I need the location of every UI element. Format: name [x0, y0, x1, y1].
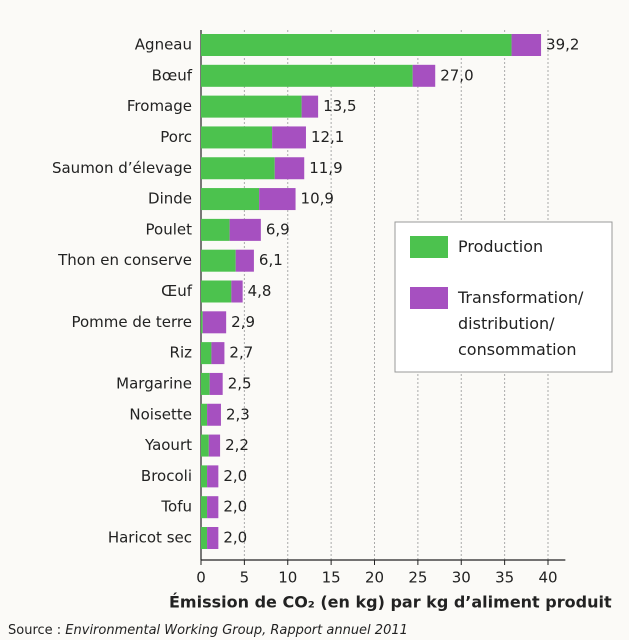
category-label: Brocoli — [141, 467, 192, 485]
x-tick-label: 30 — [452, 569, 471, 587]
category-label: Riz — [170, 344, 193, 362]
bar-segment — [201, 342, 212, 365]
bar-segment — [201, 403, 208, 426]
total-label: 6,9 — [266, 220, 290, 238]
bar-segment — [301, 95, 319, 118]
legend-swatch — [410, 236, 448, 258]
x-tick-label: 15 — [322, 569, 341, 587]
bar-segment — [272, 126, 306, 149]
bar-segment — [201, 34, 512, 56]
x-tick-label: 40 — [538, 569, 557, 587]
bar-segment — [201, 496, 208, 519]
bar-segment — [412, 64, 436, 87]
bar-segment — [201, 280, 232, 303]
x-tick-label: 10 — [278, 569, 297, 587]
x-tick-label: 35 — [495, 569, 514, 587]
category-label: Yaourt — [144, 436, 192, 454]
bar-segment — [231, 280, 243, 303]
legend-swatch — [410, 287, 448, 309]
bar-segment — [201, 465, 208, 488]
bar-segment — [201, 311, 203, 334]
bar-segment — [207, 465, 219, 488]
legend-line: Transformation/ — [457, 288, 584, 307]
bar-segment — [207, 496, 219, 519]
bar-segment — [201, 126, 273, 149]
bar-segment — [511, 34, 542, 56]
category-label: Agneau — [135, 36, 192, 54]
x-tick-label: 20 — [365, 569, 384, 587]
total-label: 2,0 — [223, 467, 247, 485]
bar-segment — [202, 311, 227, 334]
bar-segment — [208, 434, 221, 457]
category-label: Pomme de terre — [71, 313, 192, 331]
legend-line: consommation — [458, 340, 576, 359]
category-label: Thon en conserve — [57, 251, 192, 269]
category-label: Fromage — [127, 97, 192, 115]
bar-segment — [201, 434, 209, 457]
total-label: 2,0 — [223, 529, 247, 547]
total-label: 12,1 — [311, 128, 344, 146]
bar-segment — [207, 403, 221, 426]
source-text: Environmental Working Group, Rapport ann… — [65, 623, 408, 638]
legend-line: distribution/ — [458, 314, 555, 333]
bar-segment — [201, 157, 275, 180]
category-label: Margarine — [116, 374, 192, 392]
total-label: 10,9 — [301, 190, 334, 208]
total-label: 2,2 — [225, 436, 249, 454]
x-tick-label: 0 — [196, 569, 206, 587]
source-prefix: Source : — [8, 623, 65, 638]
total-label: 13,5 — [323, 97, 356, 115]
bar-segment — [211, 342, 225, 365]
bar-segment — [201, 372, 210, 395]
bar-segment — [229, 218, 261, 241]
bar-segment — [201, 95, 302, 118]
total-label: 4,8 — [248, 282, 272, 300]
source: Source : Environmental Working Group, Ra… — [8, 623, 408, 638]
x-tick-label: 5 — [240, 569, 250, 587]
total-label: 2,5 — [228, 374, 252, 392]
category-label: Haricot sec — [108, 529, 192, 547]
bar-segment — [201, 64, 413, 87]
bar-segment — [201, 188, 260, 211]
x-axis-title: Émission de CO₂ (en kg) par kg d’aliment… — [169, 593, 612, 612]
legend-label: Transformation/distribution/consommation — [457, 288, 584, 359]
total-label: 2,0 — [223, 498, 247, 516]
bar-segment — [201, 527, 208, 549]
bar-segment — [235, 249, 254, 272]
bar-segment — [201, 249, 236, 272]
category-label: Dinde — [148, 190, 192, 208]
category-label: Poulet — [146, 220, 193, 238]
bar-segment — [274, 157, 305, 180]
category-label: Noisette — [129, 405, 192, 423]
total-label: 27,0 — [440, 66, 473, 84]
total-label: 11,9 — [309, 159, 342, 177]
total-label: 2,3 — [226, 405, 250, 423]
bar-segment — [259, 188, 296, 211]
x-tick-label: 25 — [408, 569, 427, 587]
category-label: Saumon d’élevage — [52, 159, 192, 177]
total-label: 2,7 — [229, 344, 253, 362]
category-label: Bœuf — [152, 66, 193, 84]
legend-label: Production — [458, 237, 543, 256]
total-label: 6,1 — [259, 251, 283, 269]
bar-segment — [209, 372, 223, 395]
total-label: 39,2 — [546, 36, 579, 54]
total-label: 2,9 — [231, 313, 255, 331]
legend-line: Production — [458, 237, 543, 256]
bar-segment — [207, 527, 219, 549]
category-label: Œuf — [161, 282, 193, 300]
category-label: Tofu — [160, 498, 192, 516]
bar-segment — [201, 218, 230, 241]
category-label: Porc — [160, 128, 192, 146]
